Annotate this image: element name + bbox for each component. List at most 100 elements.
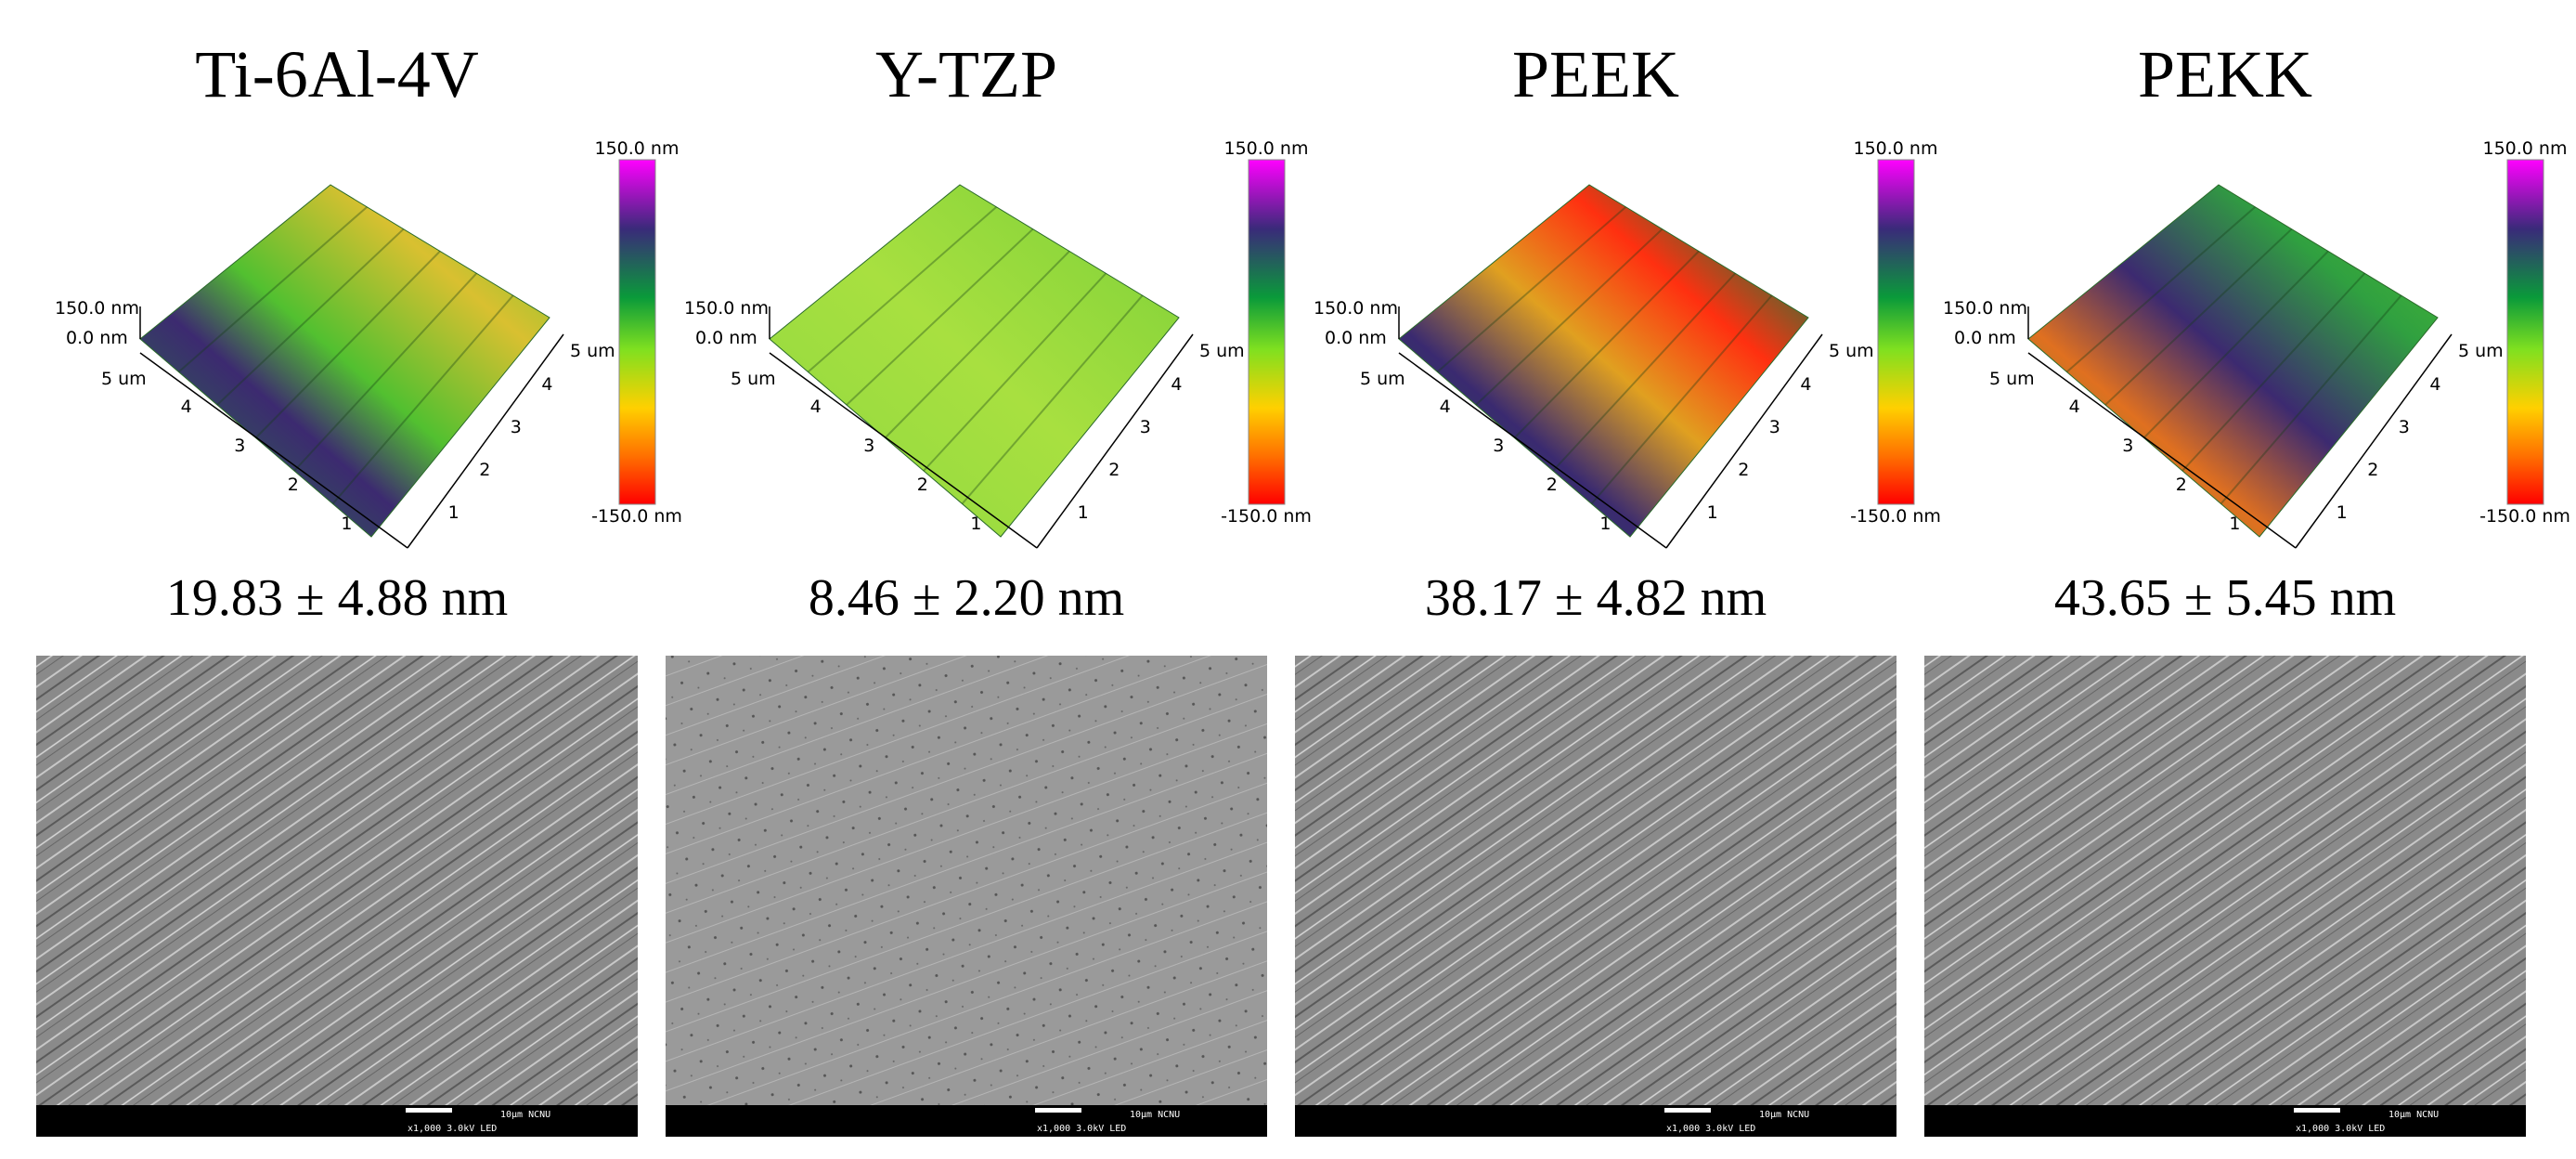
x-tick-label: 1 [1599, 514, 1611, 534]
x-tick-label: 1 [2229, 514, 2240, 534]
x-tick-label: 2 [917, 475, 928, 495]
y-axis [1036, 333, 1194, 549]
surface-ridge [884, 250, 1070, 439]
surface-ridge [2220, 294, 2402, 505]
afm-surface [769, 184, 1180, 538]
surface-ridge [331, 294, 514, 505]
sem-info-1: 10µm NCNU [1759, 1110, 1809, 1120]
panel-title: PEEK [1512, 37, 1679, 111]
y-tick-label: 1 [2337, 502, 2348, 523]
x-end-label: 5 um [1360, 369, 1405, 389]
afm-surface [139, 184, 550, 538]
surface-ridge [293, 272, 478, 472]
y-tick-label: 3 [1769, 417, 1780, 437]
surface-ridge [177, 206, 368, 373]
surface-ridge [961, 294, 1144, 505]
panel: Ti-6Al-4V 150.0 nm 0.0 nm 5 um 5 um 4 3 2 1 1 2 3 4 1… [36, 37, 682, 1137]
sem-info-1: 10µm NCNU [1130, 1110, 1180, 1120]
x-tick-label: 3 [863, 436, 874, 456]
y-tick-label: 2 [1738, 460, 1749, 480]
colorbar-min: -150.0 nm [1221, 506, 1312, 527]
scale-bar [1664, 1108, 1711, 1113]
panel: PEKK 150.0 nm 0.0 nm 5 um 5 um 4 3 2 1 1 2 3 4 150.0 … [1924, 37, 2570, 1137]
x-tick-label: 4 [181, 397, 192, 417]
z-top-label: 150.0 nm [1314, 298, 1398, 319]
x-axis [769, 352, 1038, 549]
y-tick-label: 1 [448, 502, 460, 523]
scale-bar [1035, 1108, 1081, 1113]
panel-title: Ti-6Al-4V [195, 37, 478, 111]
sem-info-2: x1,000 3.0kV LED [408, 1124, 497, 1134]
z-top-label: 150.0 nm [1943, 298, 2027, 319]
surface-ridge [2142, 250, 2329, 439]
sem-info-1: 10µm NCNU [2388, 1110, 2439, 1120]
sem-info-1: 10µm NCNU [500, 1110, 550, 1120]
z-top-label: 150.0 nm [55, 298, 139, 319]
surface-ridge [2181, 272, 2366, 472]
y-axis [2295, 333, 2453, 549]
colorbar-max: 150.0 nm [595, 138, 680, 159]
panel-title: Y-TZP [875, 37, 1057, 111]
sem-image [666, 656, 1267, 1105]
x-tick-label: 3 [1493, 436, 1504, 456]
afm-surface [2027, 184, 2439, 538]
x-tick-label: 4 [810, 397, 822, 417]
y-tick-label: 2 [479, 460, 490, 480]
surface-ridge [216, 228, 405, 406]
x-tick-label: 4 [2069, 397, 2080, 417]
surface-ridge [846, 228, 1034, 406]
z-zero-label: 0.0 nm [66, 328, 128, 348]
y-tick-label: 4 [1800, 374, 1811, 395]
colorbar-max: 150.0 nm [1854, 138, 1938, 159]
panel: Y-TZP 150.0 nm 0.0 nm 5 um 5 um 4 3 2 1 1 2 3 4 150.0… [666, 37, 1312, 1137]
y-tick-label: 4 [2429, 374, 2440, 395]
x-end-label: 5 um [1989, 369, 2035, 389]
surface-ridge [807, 206, 997, 373]
afm-surface [1398, 184, 1809, 538]
x-tick-label: 1 [341, 514, 352, 534]
y-end-label: 5 um [2458, 341, 2504, 361]
y-end-label: 5 um [1829, 341, 1874, 361]
x-tick-label: 4 [1440, 397, 1451, 417]
surface-ridge [254, 250, 441, 439]
colorbar-max: 150.0 nm [1224, 138, 1309, 159]
y-end-label: 5 um [1199, 341, 1245, 361]
sem-info-bar [666, 1105, 1267, 1137]
surface-ridge [2065, 206, 2256, 373]
x-tick-label: 3 [2122, 436, 2133, 456]
scale-bar [2294, 1108, 2340, 1113]
sem-image [1924, 656, 2526, 1105]
y-axis [407, 333, 564, 549]
x-axis [139, 352, 408, 549]
sem-info-bar [36, 1105, 638, 1137]
roughness: 8.46 ± 2.20 nm [809, 569, 1124, 627]
surface-ridge [1475, 228, 1663, 406]
colorbar [2506, 159, 2544, 505]
x-axis [1398, 352, 1667, 549]
surface-ridge [1552, 272, 1737, 472]
x-axis [2027, 352, 2297, 549]
y-tick-label: 4 [541, 374, 552, 395]
y-tick-label: 4 [1171, 374, 1182, 395]
z-zero-label: 0.0 nm [695, 328, 757, 348]
panel: PEEK 150.0 nm 0.0 nm 5 um 5 um 4 3 2 1 1 2 3 4 150.0 … [1295, 37, 1941, 1137]
surface-ridge [923, 272, 1107, 472]
surface-ridge [1590, 294, 1773, 505]
panel-title: PEKK [2138, 37, 2312, 111]
surface-ridge [1436, 206, 1626, 373]
sem-image [1295, 656, 1896, 1105]
y-tick-label: 1 [1078, 502, 1089, 523]
surface-ridge [1513, 250, 1700, 439]
sem-info-bar [1295, 1105, 1896, 1137]
x-tick-label: 2 [288, 475, 299, 495]
surface-ridge [2104, 228, 2293, 406]
sem-image [36, 656, 638, 1105]
x-end-label: 5 um [731, 369, 776, 389]
sem-info-2: x1,000 3.0kV LED [1037, 1124, 1126, 1134]
y-tick-label: 3 [1140, 417, 1151, 437]
x-tick-label: 2 [1547, 475, 1558, 495]
x-tick-label: 2 [2176, 475, 2187, 495]
sem-info-2: x1,000 3.0kV LED [1666, 1124, 1755, 1134]
x-tick-label: 1 [970, 514, 981, 534]
